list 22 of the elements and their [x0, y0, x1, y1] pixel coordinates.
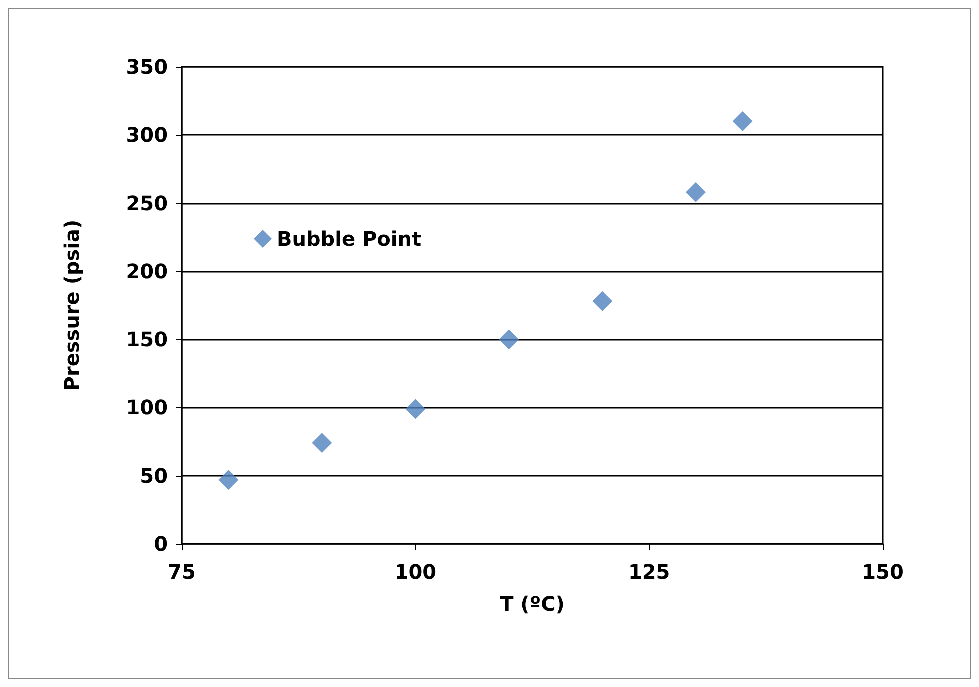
x-axis-title: T (ºC)	[500, 592, 565, 616]
y-axis-title: Pressure (psia)	[60, 220, 84, 392]
x-tick-label: 75	[168, 560, 196, 584]
y-tick-label: 0	[154, 532, 168, 556]
y-tick-label: 350	[126, 55, 168, 79]
legend-label: Bubble Point	[277, 227, 422, 251]
y-tick-label: 200	[126, 259, 168, 284]
y-tick-label: 50	[140, 464, 168, 488]
point	[732, 112, 753, 132]
point	[499, 330, 520, 350]
point	[312, 433, 332, 454]
x-tick-label: 125	[628, 560, 670, 584]
point	[686, 182, 706, 202]
x-tick-label: 100	[394, 560, 437, 584]
y-tick-label: 100	[126, 396, 168, 420]
y-tick-label: 250	[126, 191, 168, 216]
y-tick-label: 300	[126, 123, 168, 148]
point	[592, 291, 613, 312]
point	[218, 470, 239, 490]
point	[406, 399, 426, 420]
x-tick-label: 150	[862, 560, 904, 584]
y-tick-label: 150	[126, 328, 168, 352]
